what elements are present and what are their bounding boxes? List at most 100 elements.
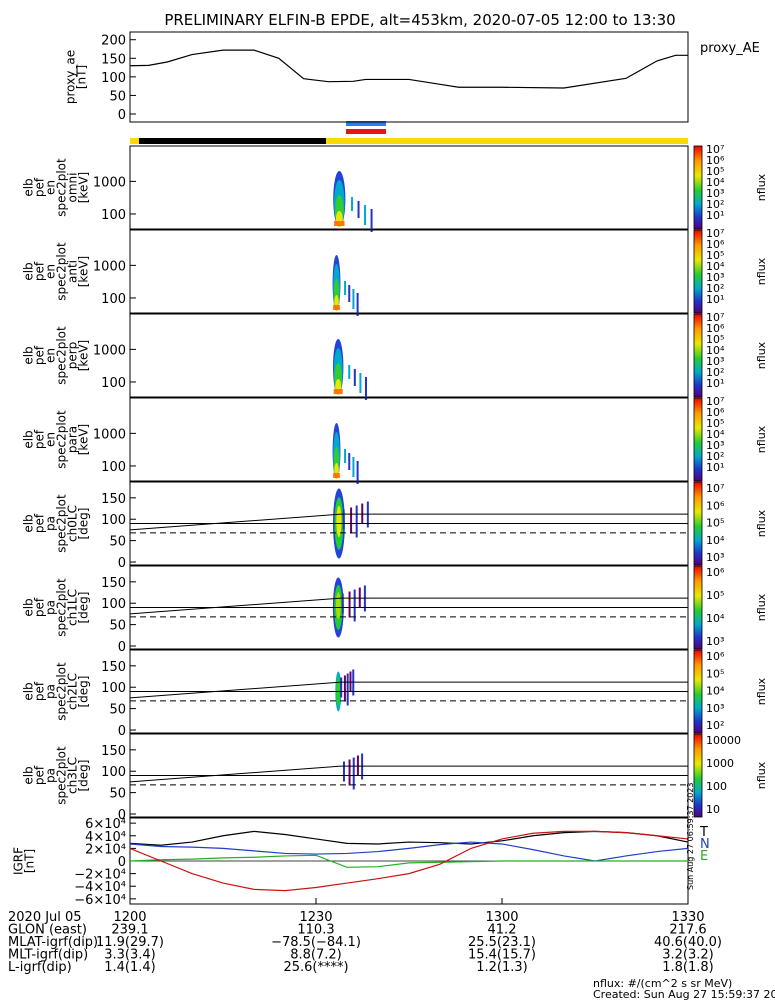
x-row-value: 1230 xyxy=(299,910,332,925)
en-anti-ylabel-line: anti xyxy=(66,260,80,283)
en-para-ylabel-line: spec2plot xyxy=(55,410,69,469)
pa-ch0-pa-core xyxy=(336,505,342,538)
pa-ch3-y-tick-label: 0 xyxy=(118,808,126,823)
en-perp-ylabel-line: spec2plot xyxy=(55,326,69,385)
x-row-value: 1.2(1.3) xyxy=(476,960,528,975)
x-axis-annotation-table: 2020 Jul 05 1200 1230 1300 1330 GLON (east) 23… xyxy=(8,898,722,975)
en-para-spectrum-low-energy xyxy=(333,473,340,478)
pa-ch2-colorbar-bar xyxy=(693,649,703,734)
x-row-label: MLAT-igrf(dip) xyxy=(8,935,98,950)
pa-ch1-colorbar-tick-label: 10⁶ xyxy=(706,566,725,579)
pa-ch1-colorbar: 10⁶ 10⁵ 10⁴ 10³ nflux xyxy=(693,565,768,650)
pa-ch0-ylabel-line: spec2plot xyxy=(55,494,69,553)
igrf-side-stamp: Sun Aug 27 06:59:37 2023 xyxy=(686,783,695,890)
en-anti-colorbar-tick-label: 10¹ xyxy=(706,293,724,306)
en-anti-colorbar-tick-label: 10⁷ xyxy=(706,227,724,240)
igrf-y-tick-label: 0 xyxy=(118,855,126,870)
en-para-colorbar-tick-label: 10⁶ xyxy=(706,406,725,419)
en-perp-y-tick-label: 1000 xyxy=(93,343,126,358)
en-omni-ylabel-line: pef xyxy=(33,177,47,197)
pa-ch3-colorbar-tick-label: 10 xyxy=(706,803,720,816)
en-omni-ylabel-line: en xyxy=(44,180,58,195)
pa-ch0-pa-streak xyxy=(350,507,353,534)
igrf-legend-e: E xyxy=(700,849,708,864)
en-perp-ylabel-line: pef xyxy=(33,345,47,365)
proxy-ae-ylabel: proxy_ae[nT] xyxy=(64,50,89,104)
proxy-ae-line xyxy=(129,49,688,89)
pa-ch2-pa-streak xyxy=(349,671,352,692)
pa-ch2-colorbar-label: nflux xyxy=(755,677,768,705)
pa-ch1-ylabel-line: ch1LC xyxy=(66,589,80,626)
igrf-line-t xyxy=(129,830,689,846)
en-para-colorbar-tick-label: 10³ xyxy=(706,439,724,452)
pa-ch1-ylabel-line: elb xyxy=(22,598,36,616)
proxy-ae-y-tick-label: 50 xyxy=(109,89,126,104)
pa-ch2-ylabel-line: [deg] xyxy=(77,676,91,708)
en-anti-ylabel-line: [keV] xyxy=(77,256,91,287)
en-omni-ylabel-line: elb xyxy=(22,178,36,196)
en-perp-frame xyxy=(129,313,689,398)
x-row-value: 1.4(1.4) xyxy=(104,960,156,975)
en-anti-colorbar-label: nflux xyxy=(755,257,768,285)
en-omni-colorbar-tick-label: 10⁴ xyxy=(706,176,725,189)
pa-ch2-colorbar-tick-label: 10⁴ xyxy=(706,685,725,698)
x-row-value: 1330 xyxy=(671,910,704,925)
pa-ch0-ylabel-line: pa xyxy=(44,516,58,531)
x-row-label: 2020 Jul 05 xyxy=(8,910,82,925)
igrf-y-tick-label: 4×10⁴ xyxy=(85,830,126,845)
en-omni-ylabel-line: spec2plot xyxy=(55,158,69,217)
pa-ch1-pa-streak xyxy=(341,593,344,614)
eclipse-bar xyxy=(139,138,326,144)
pa-ch0-y-tick-label: 100 xyxy=(101,513,126,528)
creation-timestamp: Created: Sun Aug 27 15:59:37 2023 xyxy=(593,988,775,1000)
en-perp-colorbar-tick-label: 10¹ xyxy=(706,377,724,390)
en-para-spectrum-streak xyxy=(356,461,359,484)
proxy-ae-frame xyxy=(129,31,689,123)
igrf-y-tick-label: −6×10⁴ xyxy=(74,893,126,908)
en-perp-ylabel-line: [keV] xyxy=(77,340,91,371)
en-anti-ylabel-line: elb xyxy=(22,262,36,280)
en-omni-spectrum-low-energy xyxy=(334,221,345,226)
en-para-y-tick-label: 100 xyxy=(101,460,126,475)
en-perp-ylabel-line: elb xyxy=(22,346,36,364)
en-omni-frame xyxy=(129,145,689,230)
en-para-colorbar-tick-label: 10⁵ xyxy=(706,417,724,430)
pa-ch3-ylabel-line: spec2plot xyxy=(55,746,69,805)
pa-ch3-colorbar: 10000 1000 100 10 nflux xyxy=(693,733,768,818)
en-perp-colorbar-tick-label: 10² xyxy=(706,366,724,379)
en-anti-y-tick-label: 1000 xyxy=(93,259,126,274)
x-row-value: 1200 xyxy=(113,910,146,925)
pa-ch2-loss-cone-line xyxy=(129,681,688,699)
pa-ch2-pa-streak xyxy=(340,677,343,698)
pa-ch2-ylabel-line: spec2plot xyxy=(55,662,69,721)
en-para-colorbar-tick-label: 10⁷ xyxy=(706,395,724,408)
proxy-ae-ylabel-line: proxy_ae xyxy=(64,50,78,104)
pa-ch2-ylabel-line: elb xyxy=(22,682,36,700)
pa-ch2-colorbar-tick-label: 10⁶ xyxy=(706,650,725,663)
pa-ch1-ylabel-line: spec2plot xyxy=(55,578,69,637)
en-para-ylabel-line: en xyxy=(44,432,58,447)
pa-ch3-colorbar-tick-label: 100 xyxy=(706,780,727,793)
en-anti-ylabel-line: spec2plot xyxy=(55,242,69,301)
en-anti-spectrum-streak xyxy=(348,285,351,302)
en-anti-y-tick-label: 100 xyxy=(101,292,126,307)
en-para-ylabel-line: pef xyxy=(33,429,47,449)
pa-ch1-colorbar-tick-label: 10⁴ xyxy=(706,612,725,625)
en-perp-spectrum-low-energy xyxy=(333,389,343,394)
igrf-line-e xyxy=(129,854,688,868)
pa-ch3-pa-streak xyxy=(342,761,345,782)
pa-ch0-pa-streak xyxy=(355,505,358,538)
pa-ch3-ylabel-line: elb xyxy=(22,766,36,784)
pa-ch0-colorbar-tick-label: 10⁶ xyxy=(706,499,725,512)
en-para-colorbar-label: nflux xyxy=(755,425,768,453)
x-row-value: 110.3 xyxy=(297,923,334,938)
x-row-value: 40.6(40.0) xyxy=(654,935,722,950)
